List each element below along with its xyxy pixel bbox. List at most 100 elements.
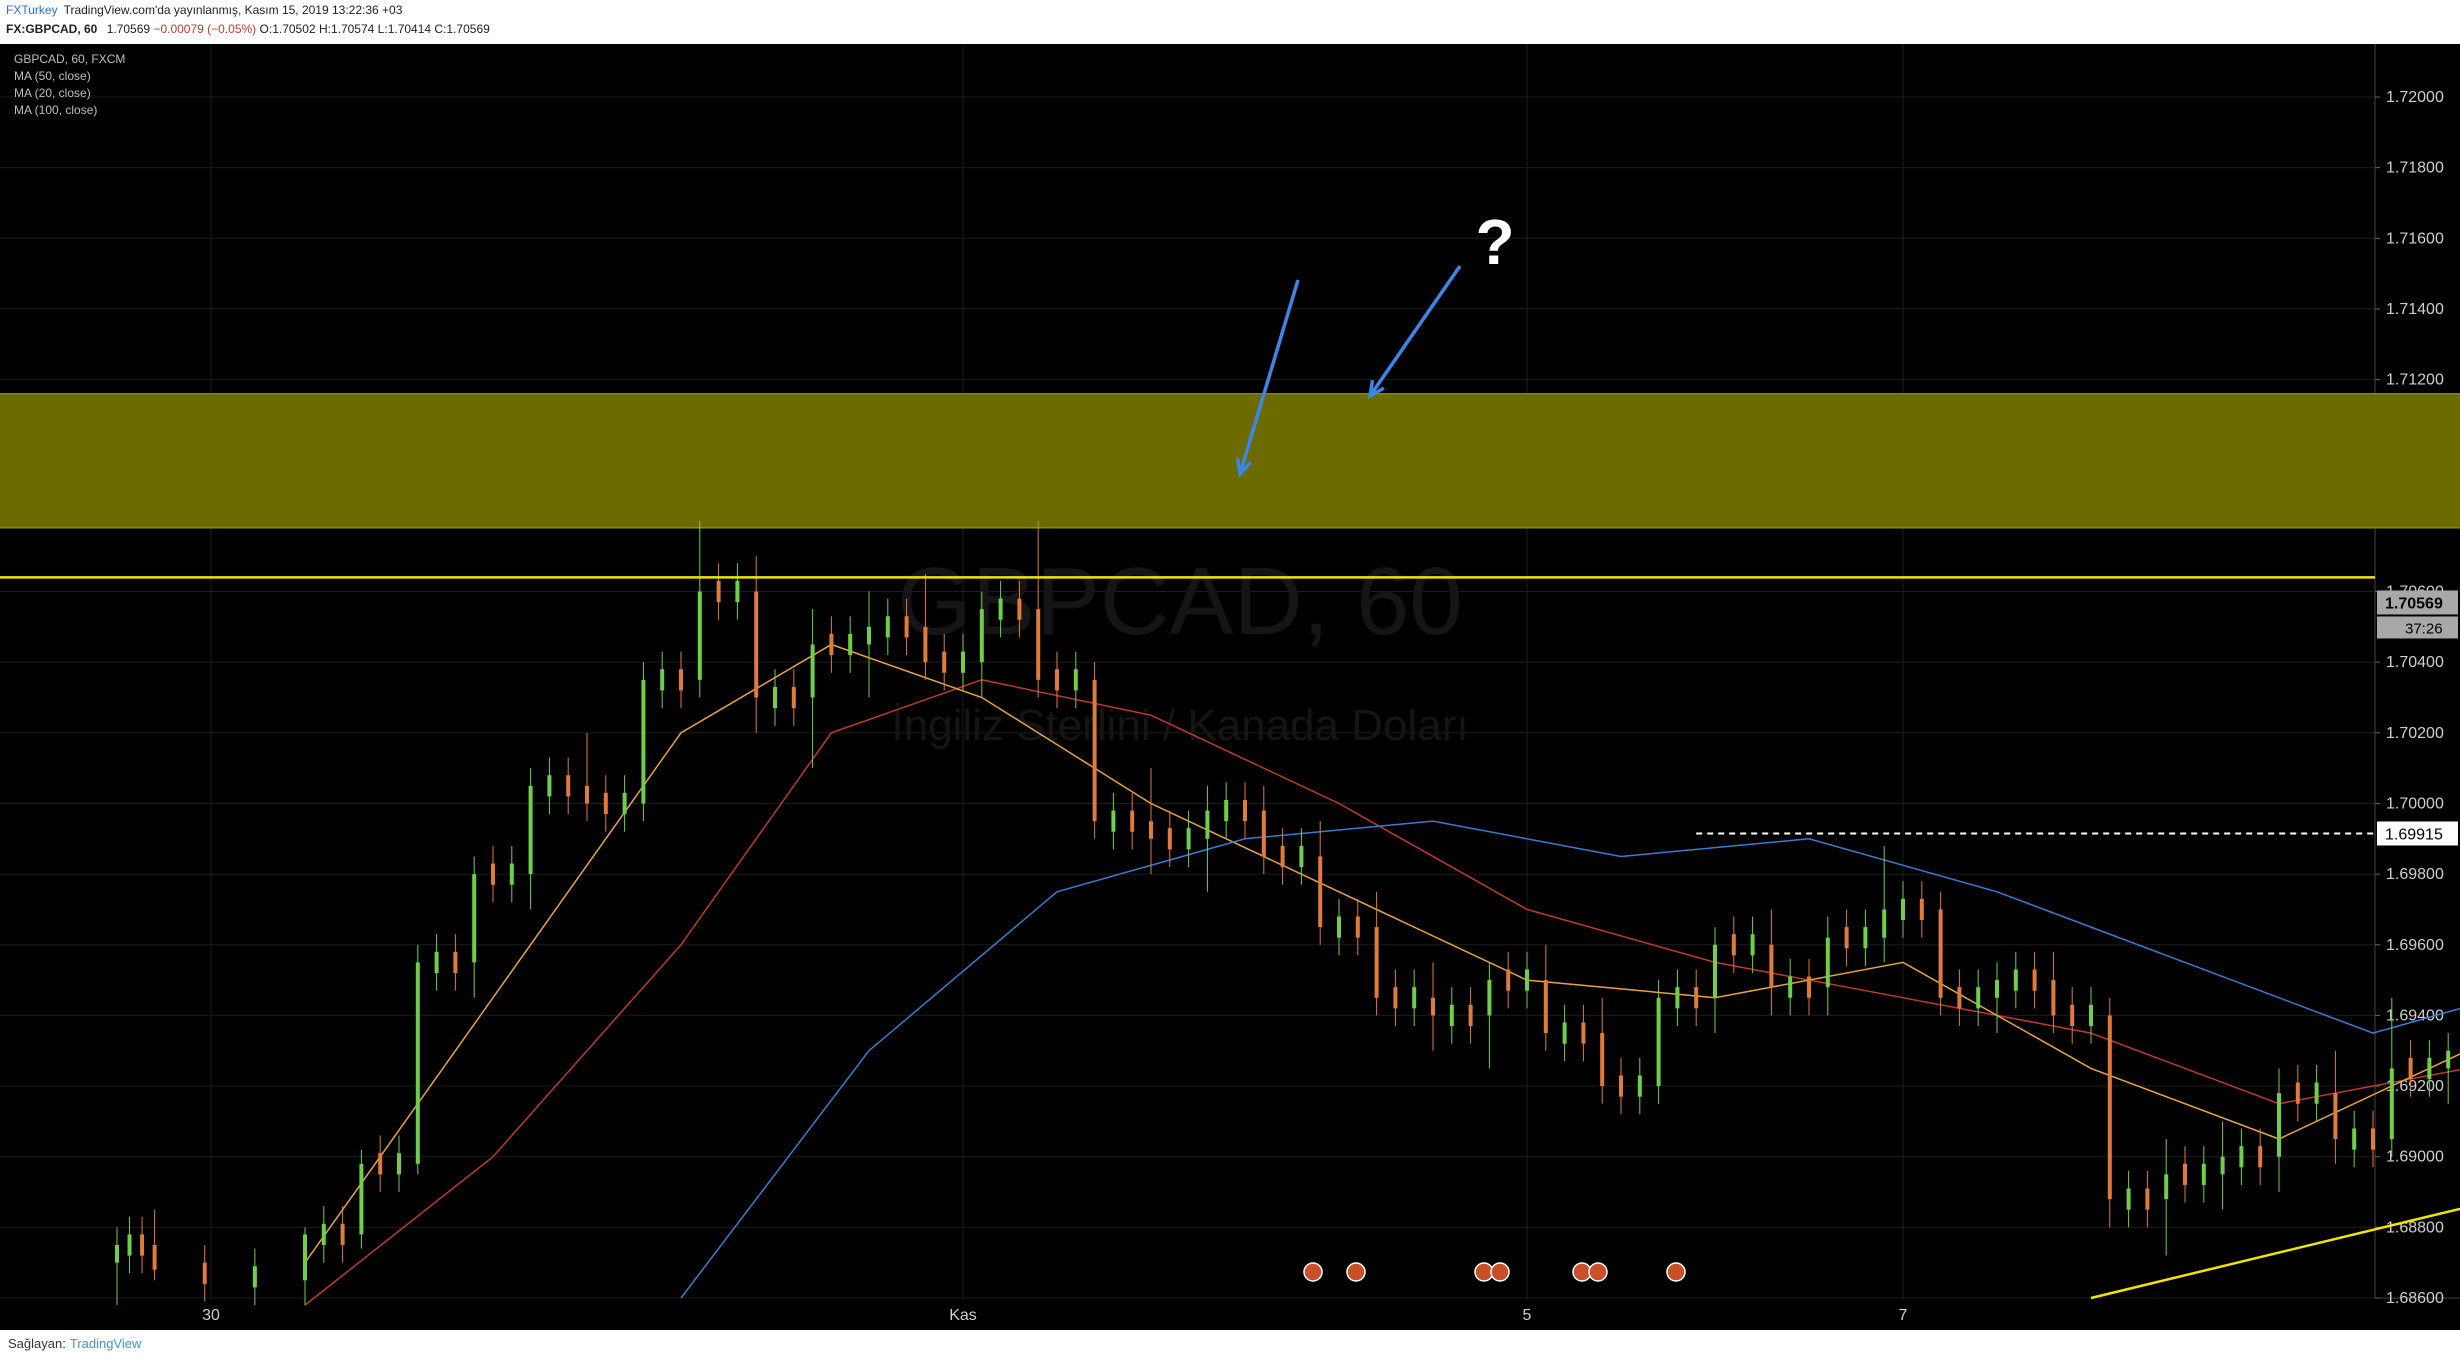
candle-body bbox=[340, 1223, 345, 1246]
candle-body bbox=[2389, 1068, 2394, 1140]
candle-body bbox=[697, 591, 702, 680]
ma-line-3 bbox=[680, 820, 2460, 1299]
price-tick-label: 1.68800 bbox=[2386, 1219, 2444, 1236]
candle-body bbox=[848, 633, 853, 656]
provider-label: Sağlayan: bbox=[8, 1336, 66, 1351]
time-axis-background bbox=[0, 1298, 2460, 1330]
candle-body bbox=[735, 580, 740, 603]
price-tick-label: 1.70000 bbox=[2386, 795, 2444, 812]
low-label: L: bbox=[377, 22, 388, 36]
event-marker-icon bbox=[1588, 1262, 1608, 1282]
candle-body bbox=[115, 1245, 119, 1263]
price-axis-background bbox=[2375, 44, 2460, 1298]
current-price-label: 1.70569 bbox=[2385, 595, 2443, 612]
candle-body bbox=[923, 626, 928, 663]
candle-body bbox=[2145, 1188, 2150, 1210]
annotation-arrow-1-head bbox=[1235, 457, 1253, 478]
price-tick-label: 1.69200 bbox=[2386, 1078, 2444, 1095]
candle-body bbox=[1619, 1075, 1623, 1097]
candle-body bbox=[1788, 976, 1793, 998]
legend-ma20[interactable]: MA (20, close) bbox=[14, 86, 91, 100]
event-marker-icon bbox=[1666, 1262, 1686, 1282]
price-tick-label: 1.69800 bbox=[2386, 866, 2444, 883]
current-price-tag bbox=[2377, 590, 2458, 615]
candle-body bbox=[2032, 969, 2037, 991]
candle-body bbox=[1130, 810, 1135, 832]
candle-body bbox=[1431, 997, 1435, 1016]
candle-body bbox=[998, 598, 1003, 620]
candle-body bbox=[1675, 987, 1680, 1009]
candle-body bbox=[2333, 1093, 2338, 1140]
candle-body bbox=[641, 679, 646, 804]
candle-body bbox=[679, 669, 683, 691]
open-label: O: bbox=[259, 22, 273, 36]
price-tick-label: 1.68600 bbox=[2386, 1290, 2444, 1307]
event-marker-icon bbox=[1303, 1262, 1323, 1282]
legend-title: GBPCAD, 60, FXCM bbox=[14, 52, 126, 66]
candle-body bbox=[1243, 799, 1247, 822]
tradingview-link[interactable]: TradingView bbox=[69, 1336, 142, 1351]
legend-ma100[interactable]: MA (100, close) bbox=[14, 103, 98, 117]
last-price: 1.70569 bbox=[106, 22, 151, 36]
countdown-label: 37:26 bbox=[2405, 620, 2443, 637]
candle-body bbox=[1863, 927, 1868, 949]
price-tick-label: 1.69400 bbox=[2386, 1007, 2444, 1024]
candle-body bbox=[1280, 845, 1285, 868]
dashed-level-label: 1.69915 bbox=[2385, 826, 2443, 843]
candle-body bbox=[528, 785, 533, 875]
price-tick-label: 1.70400 bbox=[2386, 654, 2444, 671]
candle-body bbox=[1017, 598, 1022, 620]
candle-body bbox=[566, 775, 571, 797]
price-chart[interactable]: 1.720001.718001.716001.714001.712001.710… bbox=[0, 44, 2460, 1330]
price-tick-label: 1.69600 bbox=[2386, 937, 2444, 954]
event-marker-icon bbox=[1346, 1262, 1366, 1282]
candle-body bbox=[2277, 1093, 2281, 1157]
candle-body bbox=[2051, 980, 2056, 1016]
candle-body bbox=[1506, 969, 1511, 991]
candle-body bbox=[1957, 987, 1962, 1009]
candle-body bbox=[1149, 821, 1153, 839]
candle-body bbox=[1562, 1022, 1567, 1044]
candle-body bbox=[2352, 1128, 2357, 1150]
candle-body bbox=[1468, 1004, 1473, 1027]
candle-body bbox=[2314, 1082, 2319, 1104]
candle-body bbox=[2427, 1057, 2432, 1079]
candle-body bbox=[1167, 828, 1172, 850]
close-label: C: bbox=[434, 22, 447, 36]
annotation-arrow-2 bbox=[1368, 265, 1462, 397]
candle-body bbox=[2126, 1188, 2131, 1210]
time-tick-label: 7 bbox=[1899, 1307, 1908, 1324]
price-tick-label: 1.71800 bbox=[2386, 160, 2444, 177]
candle-body bbox=[1919, 898, 1924, 921]
candle-body bbox=[961, 651, 965, 673]
candle-body bbox=[2201, 1163, 2206, 1185]
symbol-label: FX:GBPCAD, 60 bbox=[6, 22, 98, 36]
candle-body bbox=[1656, 997, 1661, 1087]
candle-body bbox=[1976, 987, 1981, 1009]
candle-body bbox=[1769, 944, 1774, 988]
candle-body bbox=[1073, 669, 1078, 691]
candle-body bbox=[2371, 1128, 2375, 1150]
legend-ma50[interactable]: MA (50, close) bbox=[14, 69, 91, 83]
candle-body bbox=[1525, 969, 1529, 991]
price-change: −0.00079 (−0.05%) bbox=[153, 22, 257, 36]
candle-body bbox=[716, 580, 721, 603]
annotation-arrow-1 bbox=[1238, 279, 1300, 475]
candle-body bbox=[2070, 1004, 2075, 1027]
candle-body bbox=[2013, 969, 2018, 991]
low-value: 1.70414 bbox=[387, 22, 432, 36]
candle-body bbox=[547, 775, 552, 797]
publisher-link[interactable]: FXTurkey bbox=[6, 3, 58, 17]
candle-body bbox=[1825, 937, 1830, 988]
candle-body bbox=[415, 962, 420, 1164]
candle-body bbox=[2089, 1004, 2093, 1027]
candle-body bbox=[453, 951, 458, 974]
candle-body bbox=[1694, 987, 1699, 1009]
candle-body bbox=[472, 874, 477, 963]
high-label: H: bbox=[318, 22, 331, 36]
price-tick-label: 1.71200 bbox=[2386, 372, 2444, 389]
candle-body bbox=[152, 1245, 157, 1270]
time-tick-label: Kas bbox=[949, 1307, 977, 1324]
candle-body bbox=[1111, 810, 1116, 832]
candle-body bbox=[1261, 810, 1266, 857]
